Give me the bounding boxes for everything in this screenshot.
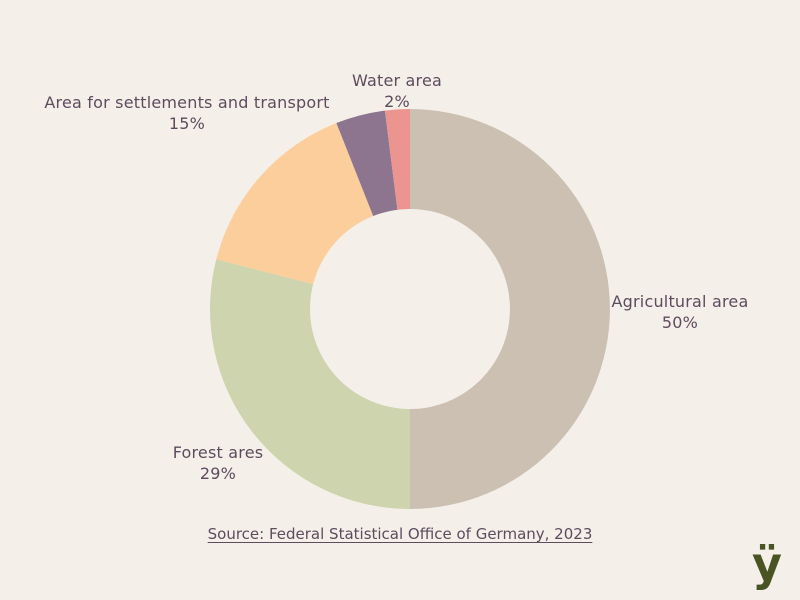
- source-link[interactable]: Source: Federal Statistical Office of Ge…: [207, 525, 593, 543]
- slice-label-name: Agricultural area: [611, 292, 749, 311]
- slice-label-settlements-transport: Area for settlements and transport 15%: [37, 92, 337, 134]
- source-line: Source: Federal Statistical Office of Ge…: [0, 524, 800, 543]
- donut-slice-water-area: [384, 109, 410, 210]
- slice-label-water-area: Water area 2%: [337, 70, 457, 112]
- donut-slice-forest-ares: [209, 259, 410, 509]
- donut-slice-area-for-settlements-and-transport: [216, 123, 374, 285]
- donut-slice-agricultural-area: [410, 109, 610, 509]
- slice-label-value: 15%: [168, 114, 206, 133]
- slice-label-value: 2%: [384, 92, 410, 111]
- slice-label-value: 50%: [661, 313, 699, 332]
- slice-label-name: Area for settlements and transport: [44, 93, 330, 112]
- slice-label-name: Forest ares: [172, 443, 264, 462]
- slice-label-value: 29%: [199, 464, 237, 483]
- slice-label-forest-ares: Forest ares 29%: [148, 442, 288, 484]
- slice-label-agricultural-area: Agricultural area 50%: [590, 291, 770, 333]
- donut-slice-unlabeled: [336, 110, 398, 217]
- brand-logo-icon: ÿ: [752, 537, 782, 591]
- slice-label-name: Water area: [351, 71, 443, 90]
